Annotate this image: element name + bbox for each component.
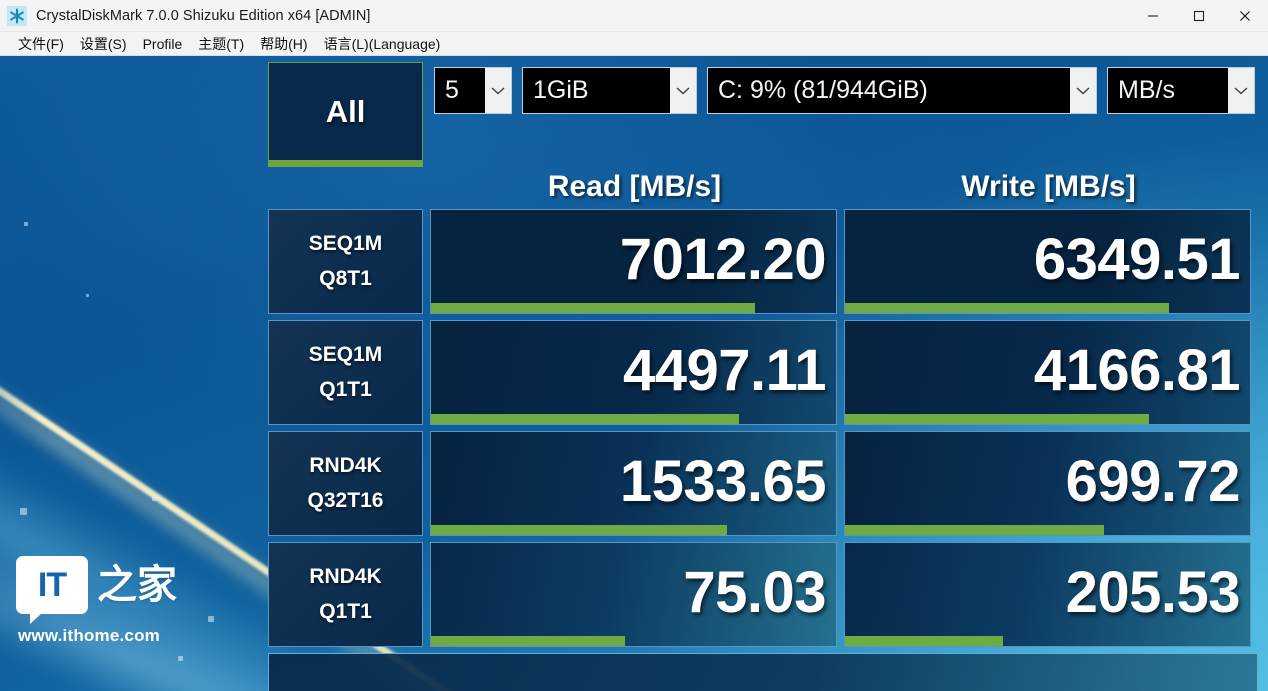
table-row: RND4K Q32T16 1533.65 699.72 bbox=[268, 431, 1258, 536]
wallpaper-speck bbox=[152, 496, 157, 501]
read-result-seq1m-q1t1[interactable]: 4497.11 bbox=[430, 320, 837, 425]
test-count-select[interactable]: 5 bbox=[434, 67, 512, 114]
chevron-down-icon[interactable] bbox=[1070, 68, 1096, 113]
crystaldiskmark-icon bbox=[7, 5, 27, 26]
read-progress-bar bbox=[431, 636, 626, 646]
read-progress-bar bbox=[431, 414, 739, 424]
chevron-down-icon[interactable] bbox=[1228, 68, 1254, 113]
chevron-down-icon[interactable] bbox=[670, 68, 696, 113]
read-result-seq1m-q8t1[interactable]: 7012.20 bbox=[430, 209, 837, 314]
write-result-seq1m-q8t1[interactable]: 6349.51 bbox=[844, 209, 1251, 314]
read-progress-bar bbox=[431, 303, 755, 313]
test-label-top: RND4K bbox=[309, 565, 382, 588]
write-result-seq1m-q1t1[interactable]: 4166.81 bbox=[844, 320, 1251, 425]
test-selectors: 5 1GiB C: 9% (81/944GiB) bbox=[434, 62, 1255, 114]
test-label-bottom: Q1T1 bbox=[319, 600, 372, 623]
read-progress-bar bbox=[431, 525, 727, 535]
benchmark-toolbar: All 5 1GiB C: 9 bbox=[268, 62, 1258, 167]
write-progress-bar bbox=[845, 414, 1149, 424]
window-controls bbox=[1130, 0, 1268, 32]
test-count-value: 5 bbox=[445, 76, 459, 104]
menu-item-theme[interactable]: 主题(T) bbox=[198, 35, 245, 52]
table-row: SEQ1M Q1T1 4497.11 4166.81 bbox=[268, 320, 1258, 425]
test-size-value: 1GiB bbox=[533, 76, 589, 104]
write-value: 205.53 bbox=[1065, 559, 1241, 625]
window-title: CrystalDiskMark 7.0.0 Shizuku Edition x6… bbox=[36, 7, 371, 24]
write-progress-bar bbox=[845, 636, 1003, 646]
unit-select[interactable]: MB/s bbox=[1107, 67, 1255, 114]
result-rows: SEQ1M Q8T1 7012.20 6349.51 SEQ1M bbox=[268, 209, 1258, 647]
menu-item-settings[interactable]: 设置(S) bbox=[79, 35, 127, 52]
client-area: IT 之家 www.ithome.com All 5 1G bbox=[0, 56, 1268, 691]
test-label-seq1m-q1t1[interactable]: SEQ1M Q1T1 bbox=[268, 320, 423, 425]
read-value: 75.03 bbox=[683, 559, 826, 625]
unit-value: MB/s bbox=[1118, 76, 1175, 104]
close-button[interactable] bbox=[1222, 0, 1268, 32]
test-label-top: SEQ1M bbox=[308, 343, 383, 366]
write-progress-bar bbox=[845, 525, 1105, 535]
column-headers: Read [MB/s] Write [MB/s] bbox=[268, 170, 1258, 204]
write-value: 6349.51 bbox=[1033, 226, 1241, 292]
wallpaper-speck bbox=[24, 222, 28, 226]
write-result-rnd4k-q1t1[interactable]: 205.53 bbox=[844, 542, 1251, 647]
test-size-select[interactable]: 1GiB bbox=[522, 67, 697, 114]
status-bar bbox=[268, 653, 1258, 691]
read-result-rnd4k-q32t16[interactable]: 1533.65 bbox=[430, 431, 837, 536]
menu-item-language[interactable]: 语言(L)(Language) bbox=[323, 35, 441, 52]
drive-select[interactable]: C: 9% (81/944GiB) bbox=[707, 67, 1097, 114]
test-label-top: RND4K bbox=[309, 454, 382, 477]
test-label-seq1m-q8t1[interactable]: SEQ1M Q8T1 bbox=[268, 209, 423, 314]
ithome-logo-cn: 之家 bbox=[97, 562, 177, 608]
drive-value: C: 9% (81/944GiB) bbox=[718, 76, 928, 104]
maximize-button[interactable] bbox=[1176, 0, 1222, 32]
minimize-button[interactable] bbox=[1130, 0, 1176, 32]
read-value: 7012.20 bbox=[619, 226, 827, 292]
chevron-down-icon[interactable] bbox=[485, 68, 511, 113]
wallpaper-speck bbox=[20, 508, 27, 515]
test-label-top: SEQ1M bbox=[308, 232, 383, 255]
test-label-rnd4k-q1t1[interactable]: RND4K Q1T1 bbox=[268, 542, 423, 647]
write-progress-bar bbox=[845, 303, 1169, 313]
read-column-header: Read [MB/s] bbox=[547, 170, 722, 203]
ithome-logo-text: IT bbox=[37, 565, 67, 604]
menu-item-help[interactable]: 帮助(H) bbox=[260, 35, 308, 52]
table-row: SEQ1M Q8T1 7012.20 6349.51 bbox=[268, 209, 1258, 314]
table-row: RND4K Q1T1 75.03 205.53 bbox=[268, 542, 1258, 647]
ithome-logo-badge: IT bbox=[16, 556, 88, 624]
read-value: 4497.11 bbox=[623, 337, 826, 403]
test-label-bottom: Q1T1 bbox=[319, 378, 372, 401]
menu-item-profile[interactable]: Profile bbox=[142, 35, 183, 52]
menu-bar: 文件(F) 设置(S) Profile 主题(T) 帮助(H) 语言(L)(La… bbox=[0, 32, 1268, 56]
test-label-bottom: Q32T16 bbox=[307, 489, 384, 512]
test-label-rnd4k-q32t16[interactable]: RND4K Q32T16 bbox=[268, 431, 423, 536]
read-value: 1533.65 bbox=[619, 448, 827, 514]
run-all-button[interactable]: All bbox=[268, 62, 423, 167]
read-result-rnd4k-q1t1[interactable]: 75.03 bbox=[430, 542, 837, 647]
wallpaper-speck bbox=[178, 656, 183, 661]
write-value: 699.72 bbox=[1065, 448, 1241, 514]
benchmark-panel: All 5 1GiB C: 9 bbox=[268, 62, 1258, 691]
test-label-bottom: Q8T1 bbox=[319, 267, 372, 290]
wallpaper-speck bbox=[208, 616, 214, 622]
menu-item-file[interactable]: 文件(F) bbox=[18, 35, 64, 52]
title-bar: CrystalDiskMark 7.0.0 Shizuku Edition x6… bbox=[0, 0, 1268, 32]
wallpaper-speck bbox=[86, 294, 89, 297]
write-column-header: Write [MB/s] bbox=[961, 170, 1136, 203]
ithome-watermark: IT 之家 www.ithome.com bbox=[16, 556, 216, 646]
write-result-rnd4k-q32t16[interactable]: 699.72 bbox=[844, 431, 1251, 536]
write-value: 4166.81 bbox=[1033, 337, 1241, 403]
ithome-url: www.ithome.com bbox=[18, 626, 160, 645]
